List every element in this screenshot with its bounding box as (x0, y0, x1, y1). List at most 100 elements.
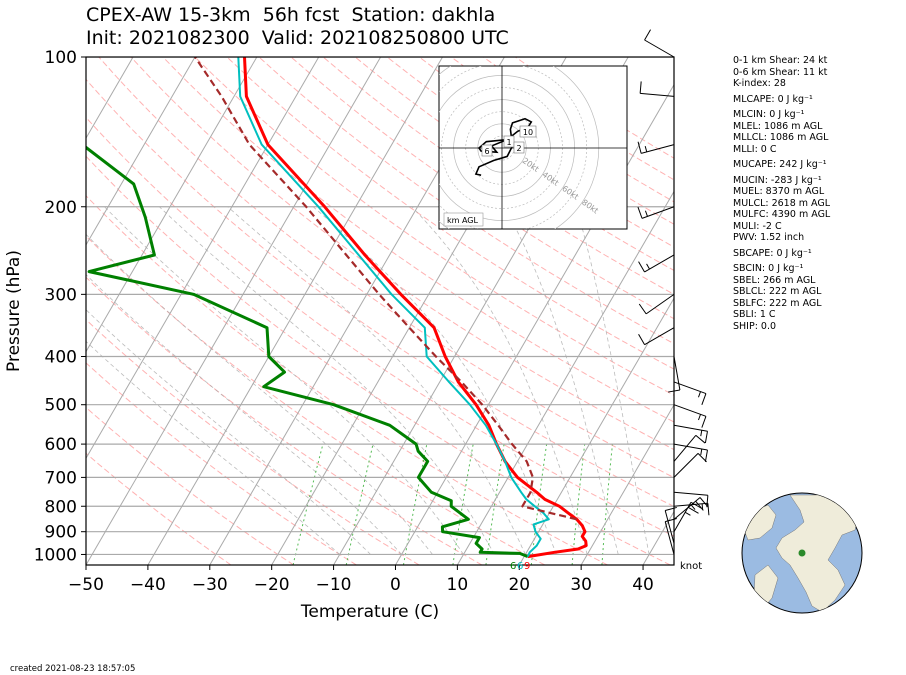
dewpoint-profile (86, 145, 529, 558)
temperature-profile (243, 57, 588, 559)
y-tick-label: 1000 (34, 545, 77, 565)
barb-feather (638, 303, 647, 315)
hodograph-legend: km AGL (447, 216, 479, 225)
wind-barb (638, 327, 675, 346)
globe-locator (741, 492, 863, 614)
dry-adiabat (86, 406, 294, 565)
wind-barb (644, 29, 675, 58)
barb-half-feather (644, 145, 648, 153)
barb-feather (638, 261, 645, 273)
hodograph-height-box (481, 144, 493, 157)
mixing-ratio-line (403, 444, 428, 565)
barb-staff (673, 356, 681, 391)
skewt-axes: −50 −40 −30 −20 −10 0 10 20 30 40 100 200 300 400 500 6… (4, 48, 654, 622)
wind-barb (637, 141, 675, 154)
surface-label: 9 (524, 561, 530, 572)
dry-adiabat (86, 452, 232, 565)
barb-half-feather (700, 430, 703, 437)
barb-staff (664, 521, 675, 555)
barb-staff (673, 453, 699, 478)
y-tick-label: 200 (45, 198, 77, 218)
y-tick-label: 900 (45, 523, 77, 543)
index-line: SBCIN: 0 J kg⁻¹ (733, 263, 804, 274)
wind-barb (673, 443, 708, 462)
index-line: 0-1 km Shear: 24 kt (733, 55, 828, 66)
barb-half-feather (700, 448, 703, 455)
wind-barb (638, 293, 675, 315)
barb-half-feather (697, 391, 701, 398)
barb-half-feather (697, 414, 701, 421)
barb-feather (665, 506, 677, 512)
index-line: SBLCL: 222 m AGL (733, 286, 822, 297)
mixing-ratio-line (292, 443, 324, 565)
x-tick-label: −30 (192, 575, 228, 595)
barb-feather (637, 141, 642, 154)
hodograph-height-box (503, 135, 515, 148)
isotherm (86, 57, 320, 460)
index-line: MULFC: 4390 m AGL (733, 209, 831, 220)
y-tick-label: 800 (45, 497, 77, 517)
barb-feather (706, 495, 709, 508)
barb-feather (697, 453, 707, 463)
dry-adiabat (162, 57, 674, 423)
y-tick-label: 700 (45, 468, 77, 488)
dry-adiabat (86, 235, 546, 565)
skewt-profiles (86, 57, 588, 559)
wind-barb (664, 506, 677, 544)
barb-feather (637, 206, 643, 219)
isotherm (86, 57, 258, 353)
x-tick-label: −20 (254, 575, 290, 595)
index-line: SBLI: 1 C (733, 309, 776, 320)
mixing-ratio-line (485, 444, 505, 565)
moist-adiabat (104, 206, 464, 555)
mixing-ratio-line (601, 444, 613, 565)
index-line: MLCIN: 0 J kg⁻¹ (733, 109, 805, 120)
barb-feather (667, 389, 680, 393)
index-line: K-index: 28 (733, 78, 786, 89)
moist-adiabat (227, 206, 526, 555)
index-line: MLLCL: 1086 m AGL (733, 132, 829, 143)
barb-half-feather (701, 503, 704, 510)
wind-barb (673, 453, 707, 478)
hodograph-height-label: 1 (506, 138, 511, 147)
x-tick-label: −40 (130, 575, 166, 595)
dry-adiabat (194, 57, 674, 396)
y-tick-label: 100 (45, 48, 77, 68)
index-line: MLCAPE: 0 J kg⁻¹ (733, 93, 813, 105)
barb-feather (701, 416, 707, 428)
hodograph-height-box (513, 141, 525, 154)
index-line: MUEL: 8370 m AGL (733, 186, 825, 197)
hodograph-height-label: 10 (523, 128, 533, 137)
isotherm (395, 83, 674, 565)
moist-adiabat (86, 274, 402, 555)
wind-barb (673, 434, 706, 462)
barb-staff (644, 39, 675, 58)
barb-half-feather (684, 511, 691, 516)
barb-feather (704, 449, 708, 462)
barb-staff (673, 497, 701, 520)
dry-adiabat (98, 57, 674, 479)
index-line: MULI: -2 C (733, 220, 782, 232)
created-timestamp: created 2021-08-23 18:57:05 (10, 664, 136, 674)
x-tick-label: −10 (316, 575, 352, 595)
barb-staff (640, 92, 675, 97)
isotherm (518, 297, 674, 565)
index-line: MLEL: 1086 m AGL (733, 120, 823, 132)
isotherm (147, 57, 443, 565)
hodograph-height-label: 6 (484, 147, 489, 156)
barb-staff (664, 510, 675, 544)
y-tick-label: 400 (45, 348, 77, 368)
y-tick-label: 500 (45, 396, 77, 416)
station-marker (798, 549, 806, 557)
index-line: SHIP: 0.0 (733, 320, 777, 332)
wind-barbs: knot (637, 29, 710, 572)
y-tick-label: 600 (45, 435, 77, 455)
x-tick-label: −50 (68, 575, 104, 595)
wind-barb (673, 424, 708, 444)
dry-adiabat (86, 195, 608, 565)
barb-staff (673, 435, 697, 462)
dry-adiabat (86, 155, 671, 565)
barb-feather (639, 81, 642, 94)
